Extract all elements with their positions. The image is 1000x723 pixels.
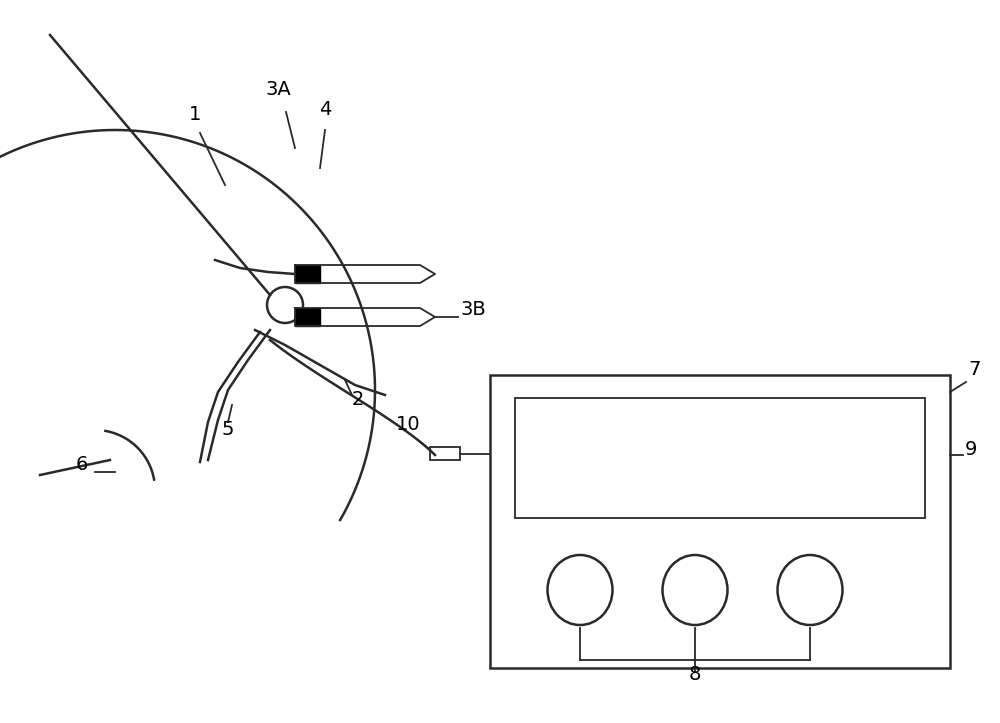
Bar bbox=[430, 447, 460, 460]
Text: 5: 5 bbox=[222, 420, 234, 439]
Text: 3A: 3A bbox=[265, 80, 291, 99]
Text: 7: 7 bbox=[968, 360, 980, 379]
Text: 3B: 3B bbox=[460, 300, 486, 319]
Text: 10: 10 bbox=[396, 415, 420, 434]
Bar bbox=[490, 375, 950, 668]
Text: 6: 6 bbox=[76, 455, 88, 474]
Text: 4: 4 bbox=[319, 100, 331, 119]
Text: 9: 9 bbox=[965, 440, 977, 459]
Text: 8: 8 bbox=[689, 665, 701, 684]
Text: 1: 1 bbox=[189, 105, 201, 124]
Bar bbox=[295, 308, 320, 326]
Bar bbox=[295, 265, 320, 283]
Bar bbox=[515, 398, 925, 518]
Text: 2: 2 bbox=[352, 390, 364, 409]
